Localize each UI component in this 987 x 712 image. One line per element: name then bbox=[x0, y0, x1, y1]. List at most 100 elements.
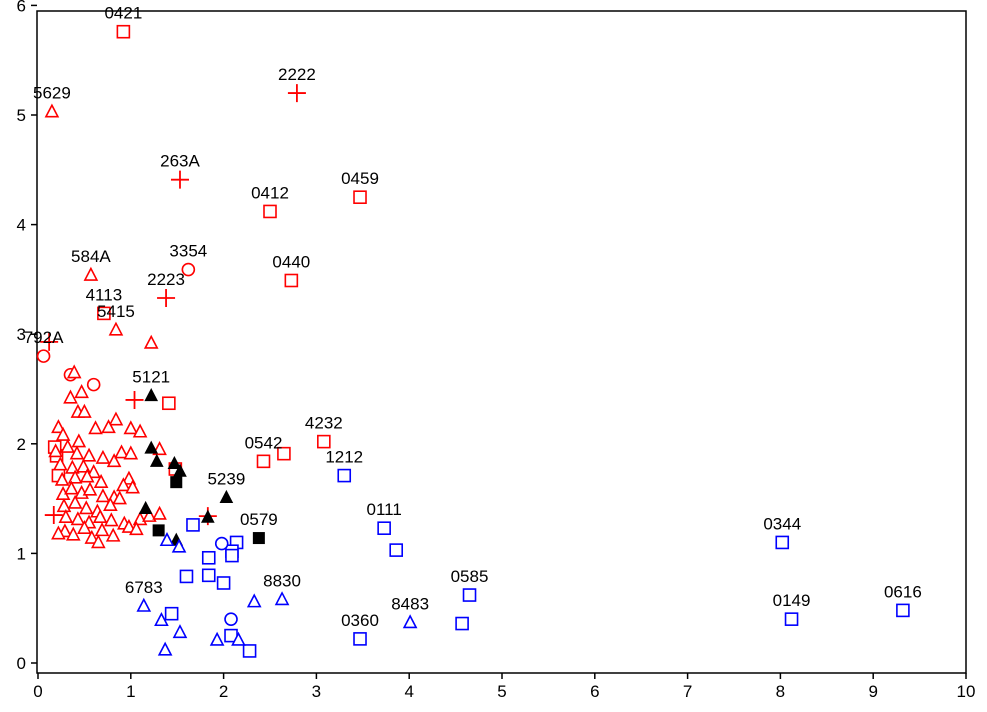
y-tick-label: 0 bbox=[17, 654, 26, 673]
data-point bbox=[83, 266, 99, 281]
data-point bbox=[70, 511, 86, 526]
point-label: 0616 bbox=[884, 582, 922, 601]
data-point bbox=[455, 616, 469, 631]
data-point bbox=[54, 471, 70, 486]
data-point bbox=[69, 445, 85, 460]
data-point bbox=[114, 444, 129, 459]
y-tick-label: 1 bbox=[17, 544, 26, 563]
data-point bbox=[167, 455, 182, 470]
point-label: 0579 bbox=[240, 510, 278, 529]
data-point bbox=[86, 377, 101, 392]
point-label: 0440 bbox=[272, 252, 310, 271]
data-point bbox=[103, 496, 118, 511]
data-point bbox=[95, 449, 111, 464]
data-point bbox=[171, 538, 187, 553]
data-point bbox=[125, 390, 144, 409]
data-point bbox=[58, 509, 74, 524]
point-label: 584A bbox=[71, 247, 111, 266]
data-point bbox=[775, 535, 790, 550]
data-point bbox=[256, 454, 271, 469]
data-point bbox=[63, 389, 78, 404]
y-tick-label: 5 bbox=[17, 106, 26, 125]
data-point bbox=[201, 568, 216, 583]
data-point bbox=[121, 518, 137, 533]
data-point bbox=[200, 509, 215, 523]
data-point bbox=[65, 526, 81, 541]
data-point bbox=[60, 438, 76, 453]
data-point bbox=[77, 403, 92, 418]
data-point bbox=[44, 103, 60, 118]
data-point bbox=[77, 519, 92, 534]
data-point bbox=[52, 456, 68, 471]
data-point bbox=[157, 289, 176, 308]
x-tick-label: 7 bbox=[683, 682, 692, 701]
point-label: 792A bbox=[24, 328, 64, 347]
data-point bbox=[106, 453, 122, 468]
data-point bbox=[44, 506, 63, 525]
point-label: 1212 bbox=[325, 448, 363, 467]
x-tick-label: 4 bbox=[404, 682, 413, 701]
data-point bbox=[157, 641, 173, 656]
data-point bbox=[181, 262, 196, 277]
data-point bbox=[66, 364, 82, 379]
x-tick-label: 0 bbox=[33, 682, 42, 701]
data-point bbox=[277, 446, 291, 461]
data-point bbox=[462, 588, 477, 602]
data-point bbox=[116, 477, 131, 492]
data-point bbox=[64, 480, 79, 495]
data-point bbox=[179, 569, 194, 584]
point-label: 0360 bbox=[341, 611, 379, 630]
data-point bbox=[65, 459, 80, 474]
plot-frame bbox=[36, 10, 967, 674]
data-point bbox=[88, 420, 103, 435]
data-point bbox=[36, 349, 51, 363]
point-label: 0149 bbox=[773, 591, 811, 610]
point-label: 5239 bbox=[207, 470, 245, 489]
data-point bbox=[284, 273, 299, 288]
point-label: 2222 bbox=[278, 65, 316, 84]
data-point bbox=[201, 550, 216, 565]
data-point bbox=[67, 469, 83, 484]
data-point bbox=[108, 321, 124, 336]
data-point bbox=[164, 606, 179, 621]
x-tick-label: 1 bbox=[126, 682, 135, 701]
data-point bbox=[225, 548, 239, 563]
data-point bbox=[353, 190, 367, 204]
point-label: 4232 bbox=[305, 414, 343, 433]
point-label: 263A bbox=[160, 152, 200, 171]
data-point bbox=[317, 434, 331, 449]
data-point bbox=[97, 306, 111, 321]
data-points bbox=[36, 24, 910, 658]
data-point bbox=[123, 445, 139, 460]
data-point bbox=[123, 420, 139, 435]
data-point bbox=[149, 453, 164, 467]
data-point bbox=[125, 479, 140, 494]
data-point bbox=[216, 576, 231, 590]
data-point bbox=[91, 534, 106, 549]
data-point bbox=[112, 490, 127, 505]
data-point bbox=[55, 426, 71, 441]
y-tick-label: 6 bbox=[17, 0, 26, 15]
data-point bbox=[40, 332, 59, 351]
data-point bbox=[84, 529, 100, 544]
data-point bbox=[86, 464, 101, 479]
data-point bbox=[377, 521, 391, 535]
data-point bbox=[116, 24, 131, 39]
data-point bbox=[108, 411, 124, 426]
data-point bbox=[159, 532, 175, 547]
data-point bbox=[152, 505, 167, 520]
data-point bbox=[144, 387, 159, 402]
point-label: 0542 bbox=[245, 433, 283, 452]
data-point bbox=[252, 532, 265, 545]
data-point bbox=[76, 458, 91, 473]
data-point bbox=[94, 522, 110, 537]
point-label: 6783 bbox=[125, 578, 163, 597]
data-point bbox=[402, 614, 418, 629]
y-tick-label: 4 bbox=[17, 216, 26, 235]
data-point bbox=[162, 396, 176, 411]
point-label: 4113 bbox=[86, 285, 123, 304]
data-point bbox=[132, 423, 148, 438]
data-point bbox=[214, 536, 229, 551]
point-label: 2223 bbox=[147, 270, 185, 289]
data-point bbox=[142, 507, 157, 522]
